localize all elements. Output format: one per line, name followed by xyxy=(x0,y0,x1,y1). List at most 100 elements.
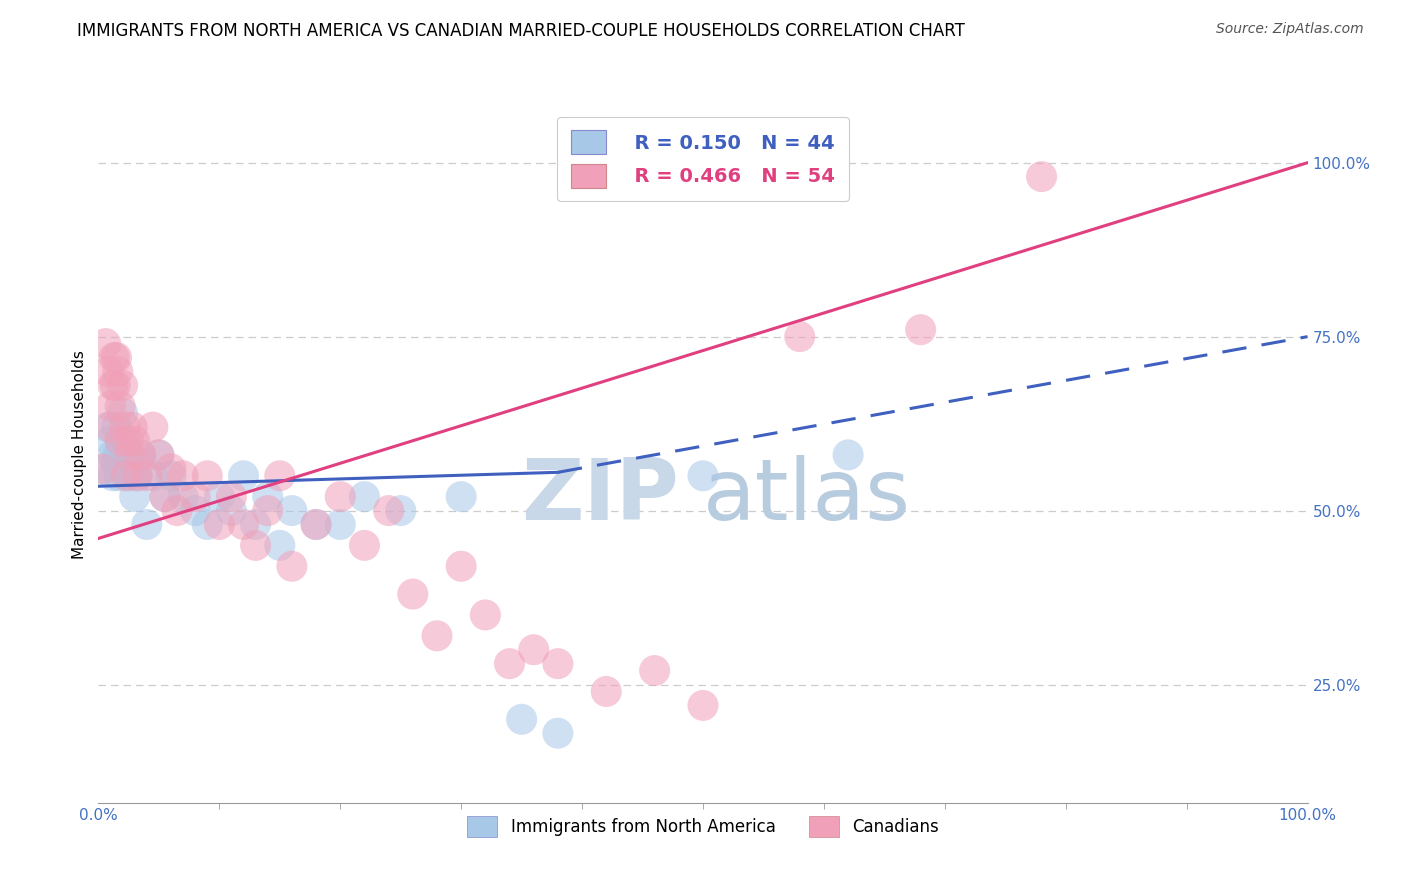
Point xyxy=(107,448,129,462)
Point xyxy=(232,468,254,483)
Point xyxy=(111,406,134,420)
Point xyxy=(117,455,139,469)
Point xyxy=(101,378,124,392)
Point xyxy=(245,517,267,532)
Point xyxy=(153,490,176,504)
Point xyxy=(269,468,291,483)
Point xyxy=(692,468,714,483)
Point xyxy=(245,538,267,552)
Point xyxy=(121,462,143,476)
Point xyxy=(148,448,170,462)
Point xyxy=(595,684,617,698)
Point xyxy=(172,490,194,504)
Point xyxy=(208,517,231,532)
Text: atlas: atlas xyxy=(703,455,911,538)
Point xyxy=(142,420,165,434)
Point xyxy=(93,462,115,476)
Point xyxy=(498,657,520,671)
Point xyxy=(692,698,714,713)
Point xyxy=(107,364,129,378)
Point xyxy=(1031,169,1053,184)
Point xyxy=(160,468,183,483)
Text: IMMIGRANTS FROM NORTH AMERICA VS CANADIAN MARRIED-COUPLE HOUSEHOLDS CORRELATION : IMMIGRANTS FROM NORTH AMERICA VS CANADIA… xyxy=(77,22,965,40)
Point xyxy=(232,517,254,532)
Point xyxy=(100,420,122,434)
Point xyxy=(124,490,146,504)
Point xyxy=(644,664,666,678)
Point xyxy=(426,629,449,643)
Point xyxy=(523,642,546,657)
Point xyxy=(118,448,141,462)
Point xyxy=(101,448,124,462)
Point xyxy=(474,607,496,622)
Point xyxy=(111,378,134,392)
Point xyxy=(184,503,207,517)
Point xyxy=(111,462,134,476)
Point xyxy=(837,448,859,462)
Point xyxy=(124,434,146,448)
Legend: Immigrants from North America, Canadians: Immigrants from North America, Canadians xyxy=(461,810,945,843)
Point xyxy=(127,468,149,483)
Text: ZIP: ZIP xyxy=(522,455,679,538)
Point xyxy=(450,490,472,504)
Point xyxy=(256,490,278,504)
Point xyxy=(129,448,152,462)
Point xyxy=(305,517,328,532)
Point xyxy=(101,468,124,483)
Point xyxy=(184,490,207,504)
Point xyxy=(114,420,136,434)
Point xyxy=(127,468,149,483)
Point xyxy=(100,399,122,413)
Point xyxy=(910,323,932,337)
Point xyxy=(97,364,120,378)
Point xyxy=(108,468,131,483)
Point xyxy=(789,329,811,343)
Point xyxy=(281,559,304,574)
Text: Source: ZipAtlas.com: Source: ZipAtlas.com xyxy=(1216,22,1364,37)
Point xyxy=(103,351,125,365)
Point xyxy=(118,448,141,462)
Point xyxy=(108,399,131,413)
Point xyxy=(377,503,399,517)
Point xyxy=(305,517,328,532)
Point xyxy=(195,517,218,532)
Point xyxy=(104,455,127,469)
Point xyxy=(450,559,472,574)
Point xyxy=(166,503,188,517)
Point xyxy=(221,503,243,517)
Point xyxy=(104,378,127,392)
Point xyxy=(108,434,131,448)
Point xyxy=(115,468,138,483)
Point xyxy=(105,420,128,434)
Point xyxy=(135,517,157,532)
Point xyxy=(329,490,352,504)
Point xyxy=(114,434,136,448)
Point xyxy=(105,351,128,365)
Point xyxy=(221,490,243,504)
Point xyxy=(129,448,152,462)
Point xyxy=(195,468,218,483)
Point xyxy=(142,468,165,483)
Point xyxy=(547,726,569,740)
Point xyxy=(510,712,533,726)
Point xyxy=(547,657,569,671)
Point xyxy=(148,448,170,462)
Point xyxy=(108,434,131,448)
Point xyxy=(118,468,141,483)
Point xyxy=(281,503,304,517)
Point xyxy=(91,462,114,476)
Point xyxy=(256,503,278,517)
Point xyxy=(402,587,425,601)
Point xyxy=(269,538,291,552)
Point xyxy=(135,468,157,483)
Point xyxy=(353,490,375,504)
Point xyxy=(329,517,352,532)
Point xyxy=(208,490,231,504)
Point xyxy=(389,503,412,517)
Point xyxy=(172,468,194,483)
Point xyxy=(153,490,176,504)
Point xyxy=(160,462,183,476)
Point xyxy=(94,336,117,351)
Point xyxy=(353,538,375,552)
Y-axis label: Married-couple Households: Married-couple Households xyxy=(72,351,87,559)
